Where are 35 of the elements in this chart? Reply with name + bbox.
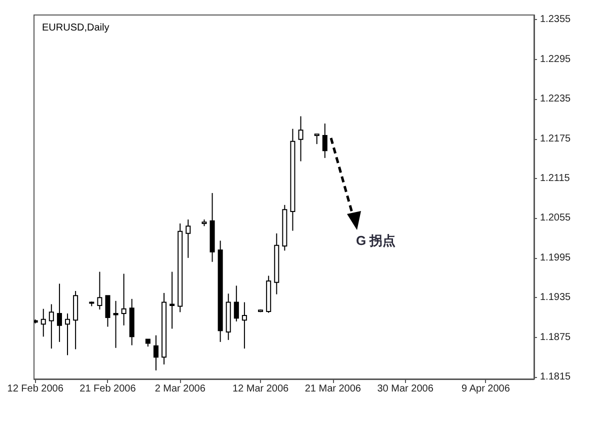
x-tick-label: 30 Mar 2006: [377, 384, 434, 394]
x-tick-label: 21 Feb 2006: [80, 384, 136, 394]
candlestick: [170, 271, 175, 330]
y-tick-label: 1.2115: [540, 172, 570, 184]
candlestick: [105, 295, 110, 328]
candlestick: [65, 312, 70, 356]
candlestick: [242, 302, 247, 350]
candlestick: [97, 271, 102, 310]
x-tick-label: 9 Apr 2006: [462, 384, 510, 394]
y-tick-label: 1.2235: [540, 94, 572, 105]
candlestick: [48, 304, 54, 350]
x-tick-label: 21 Mar 2006: [304, 384, 362, 394]
candlestick: [322, 123, 328, 158]
y-tick-label: 1.1995: [540, 252, 572, 264]
candlestick: [186, 219, 191, 258]
candlestick: [121, 273, 126, 326]
y-tick-label: 1.1875: [540, 332, 572, 343]
y-tick-label: 1.1935: [540, 292, 572, 304]
x-tick-label: 12 Feb 2006: [7, 384, 64, 394]
candlestick: [113, 300, 118, 348]
y-tick-label: 1.2175: [540, 133, 572, 144]
candlestick: [153, 334, 158, 371]
candlestick: [234, 285, 239, 322]
x-tick-label: 12 Mar 2006: [232, 384, 290, 394]
x-tick-label: 2 Mar 2006: [154, 384, 206, 394]
text: EURUSD,Daily: [42, 22, 110, 34]
y-tick-label: 1.2295: [540, 54, 572, 65]
candlestick: [298, 116, 304, 162]
annotation: G 拐点: [356, 233, 396, 248]
y-tick-label: 1.2055: [540, 212, 572, 224]
candlestick: [314, 134, 320, 145]
y-tick-label: 1.1815: [540, 372, 572, 383]
y-tick-label: 1.2355: [540, 14, 572, 26]
candlestick: [40, 308, 46, 338]
candlestick: [56, 283, 62, 342]
